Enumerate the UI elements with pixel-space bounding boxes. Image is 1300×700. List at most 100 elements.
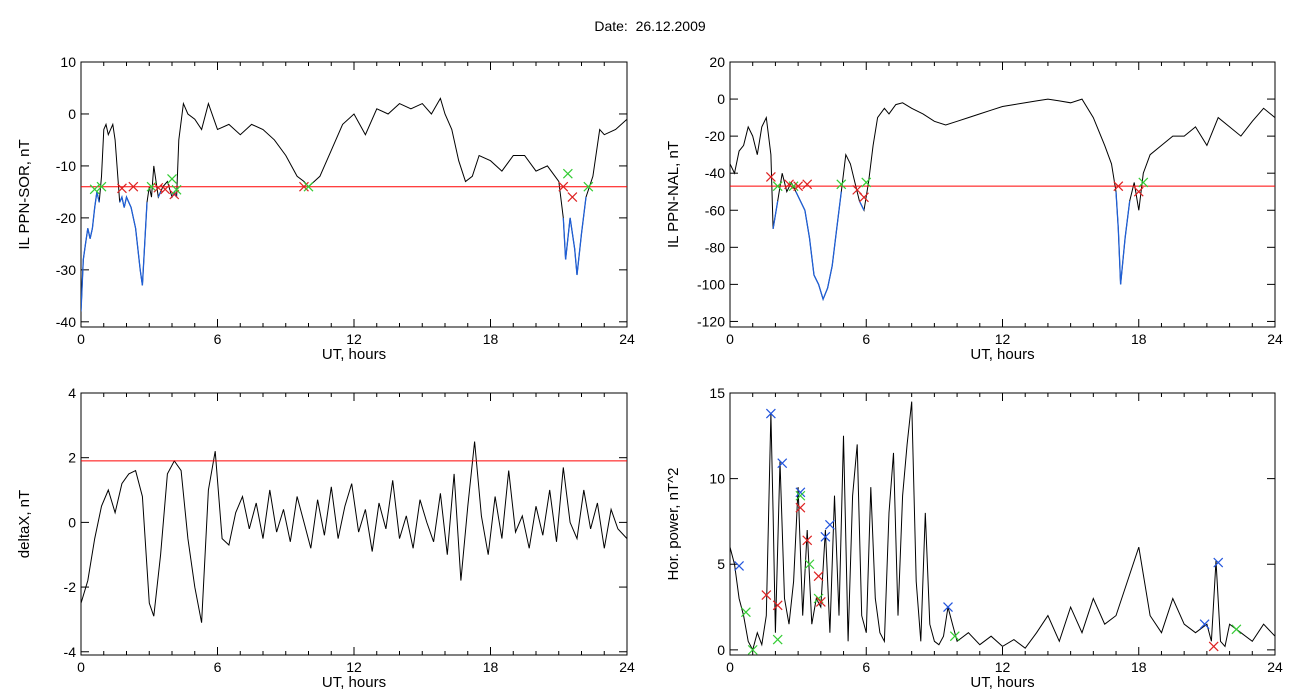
x-tick-label: 24: [619, 659, 635, 675]
x-tick-label: 12: [346, 659, 362, 675]
marker-red: [1208, 641, 1219, 652]
series-line: [81, 97, 627, 312]
x-tick-label: 6: [862, 659, 870, 675]
below-threshold-segment: [795, 191, 842, 302]
marker-red: [815, 596, 826, 607]
marker-blue: [777, 458, 788, 469]
below-threshold-segment: [119, 194, 148, 286]
y-tick-label: 4: [68, 385, 76, 401]
marker-red: [765, 171, 776, 182]
marker-green: [740, 607, 751, 618]
y-tick-label: 0: [68, 514, 76, 530]
y-tick-label: -100: [697, 276, 725, 292]
page-title: Date: 26.12.2009: [594, 18, 706, 34]
marker-blue: [824, 519, 835, 530]
marker-red: [160, 184, 171, 195]
y-tick-label: 2: [68, 450, 76, 466]
chart-panel-1: 0 6 12 18 24 -40 -30 -20 -10 0 10 UT, hours IL PPN-S…: [16, 54, 635, 363]
marker-green: [562, 168, 573, 179]
y-tick-label: -40: [705, 165, 725, 181]
marker-red: [128, 181, 139, 192]
marker-red: [772, 600, 783, 611]
marker-blue: [943, 602, 953, 612]
marker-green: [167, 173, 177, 184]
y-tick-label: 15: [709, 385, 725, 401]
below-threshold-segment: [1115, 191, 1131, 285]
marker-blue: [734, 561, 745, 571]
y-axis-label: IL PPN-SOR, nT: [16, 139, 33, 249]
plot-frame: [729, 61, 1276, 328]
y-tick-label: -40: [56, 314, 76, 330]
marker-green: [836, 179, 847, 190]
marker-green: [949, 631, 960, 642]
x-tick-label: 6: [214, 331, 222, 347]
marker-blue: [1199, 619, 1210, 630]
marker-red: [117, 183, 127, 194]
marker-green: [804, 559, 815, 570]
y-tick-label: 5: [717, 556, 725, 572]
y-tick-label: -20: [56, 210, 76, 226]
y-tick-label: 0: [717, 642, 725, 658]
y-axis-label: deltaX, nT: [16, 490, 33, 558]
x-tick-label: 24: [619, 331, 635, 347]
y-tick-label: -30: [56, 262, 76, 278]
marker-red: [1133, 186, 1144, 197]
x-tick-label: 0: [77, 331, 85, 347]
x-axis-label: UT, hours: [970, 674, 1034, 691]
x-tick-label: 0: [726, 331, 734, 347]
marker-green: [747, 644, 758, 655]
x-tick-label: 0: [726, 659, 734, 675]
series-line: [730, 98, 1275, 301]
marker-green: [772, 634, 783, 645]
x-tick-label: 12: [346, 331, 362, 347]
marker-red: [795, 502, 806, 513]
x-tick-label: 24: [1267, 331, 1283, 347]
below-threshold-segment: [772, 200, 779, 229]
marker-green: [89, 184, 100, 195]
x-tick-label: 6: [214, 659, 222, 675]
chart-panel-2: 0 6 12 18 24 -120 -100 -80 -60 -40 -20 0 20 UT, hours…: [665, 54, 1283, 363]
y-axis-label: Hor. power, nT^2: [665, 468, 682, 581]
marker-red: [1113, 181, 1124, 192]
series-line: [730, 401, 1275, 652]
below-threshold-segment: [562, 197, 587, 276]
x-axis-label: UT, hours: [970, 346, 1034, 363]
marker-green: [96, 181, 107, 192]
x-tick-label: 0: [77, 659, 85, 675]
y-tick-label: -4: [64, 644, 77, 660]
y-tick-label: -60: [705, 202, 725, 218]
x-tick-label: 18: [1131, 659, 1147, 675]
below-threshold-segment: [858, 200, 865, 211]
y-tick-label: -2: [64, 579, 77, 595]
marker-red: [761, 590, 772, 600]
y-tick-label: 0: [68, 106, 76, 122]
marker-green: [861, 177, 872, 188]
x-tick-label: 12: [995, 659, 1011, 675]
marker-red: [793, 181, 804, 192]
x-tick-label: 18: [483, 659, 499, 675]
marker-red: [802, 179, 813, 190]
marker-blue: [795, 487, 806, 498]
y-tick-label: -20: [705, 128, 725, 144]
marker-red: [299, 181, 309, 192]
y-tick-label: -120: [697, 313, 725, 329]
plot-frame: [80, 61, 628, 328]
chart-panel-4: 0 6 12 18 24 0 5 10 15 UT, hours Hor. power, nT^2: [665, 385, 1283, 691]
marker-green: [303, 181, 314, 192]
marker-blue: [765, 408, 776, 419]
y-tick-label: 10: [709, 471, 725, 487]
marker-green: [1138, 177, 1149, 188]
marker-red: [153, 182, 164, 193]
marker-blue: [820, 531, 831, 542]
y-tick-label: -10: [56, 158, 76, 174]
marker-green: [788, 181, 799, 192]
x-axis-label: UT, hours: [322, 346, 386, 363]
y-tick-label: 20: [709, 54, 725, 70]
marker-green: [772, 181, 783, 192]
marker-red: [859, 192, 869, 203]
y-tick-label: -80: [705, 239, 725, 255]
marker-green: [583, 181, 594, 192]
x-tick-label: 18: [483, 331, 499, 347]
